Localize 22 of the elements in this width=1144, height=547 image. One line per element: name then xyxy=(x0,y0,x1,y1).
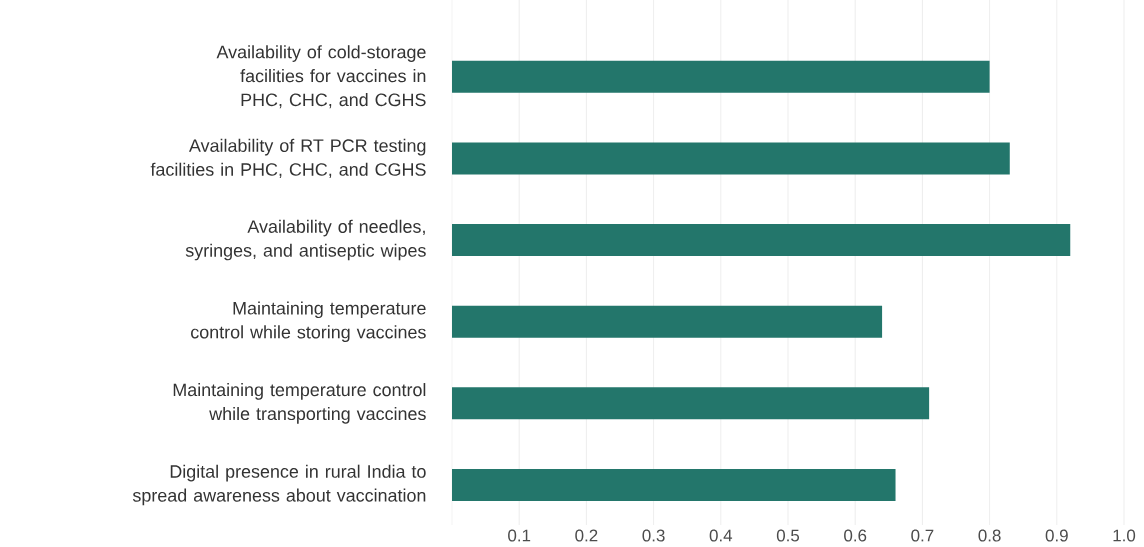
x-tick-label: 0.8 xyxy=(978,529,1001,542)
y-tick-label: Maintaining temperature control while storing vaccines xyxy=(191,301,426,343)
x-tick-label: 0.3 xyxy=(642,529,665,542)
x-tick-label: 0.7 xyxy=(911,529,934,542)
y-tick-label: Availability of RT PCR testing facilities in PHC, CHC, and CGHS xyxy=(150,138,426,178)
bar xyxy=(452,469,896,501)
bar xyxy=(452,142,1010,175)
x-tick-label: 0.5 xyxy=(776,529,800,542)
bar xyxy=(452,60,990,93)
bar xyxy=(452,387,930,420)
bar xyxy=(452,305,883,338)
y-tick-label: Maintaining temperature control while transporting vaccines xyxy=(173,383,426,424)
x-tick-label: 0.4 xyxy=(709,529,733,542)
y-tick-label: Availability of needles, syringes, and antiseptic wipes xyxy=(185,219,426,261)
x-tick-label: 0.9 xyxy=(1045,529,1068,542)
y-tick-label: Digital presence in rural India to spread awareness about vaccination xyxy=(132,464,426,506)
x-tick-label: 0.1 xyxy=(508,529,531,542)
x-tick-label: 1.0 xyxy=(1113,529,1136,542)
bar xyxy=(452,224,1071,257)
y-tick-label: Availability of cold-storage facilities for vaccines in PHC, CHC, and CGHS xyxy=(216,45,426,109)
x-tick-label: 0.2 xyxy=(575,529,598,542)
x-tick-label: 0.6 xyxy=(844,529,867,542)
